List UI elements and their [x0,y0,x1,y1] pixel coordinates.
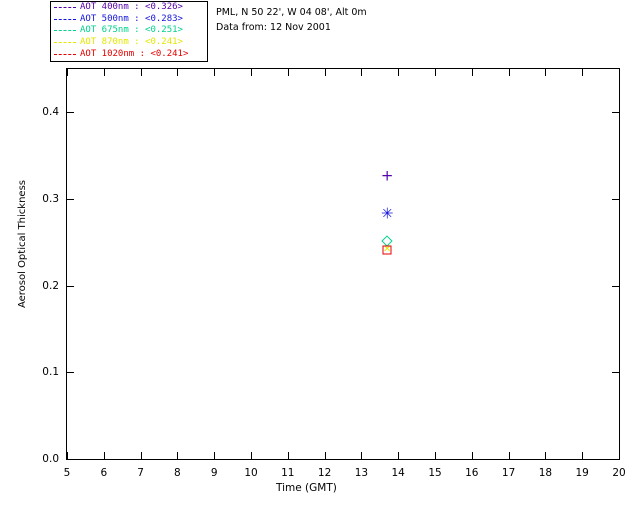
x-tick-mark-top [619,69,620,76]
y-tick-mark-right [612,372,619,374]
x-tick-label: 12 [317,467,332,479]
y-tick-mark-right [612,285,619,287]
y-tick-mark-right [612,112,619,114]
x-tick-label: 9 [210,467,218,479]
x-tick-mark [545,452,547,459]
y-tick-mark [67,285,74,287]
y-tick-label: 0.2 [42,279,59,292]
header-annotation: PML, N 50 22', W 04 08', Alt 0m Data fro… [216,5,367,35]
x-tick-label: 8 [174,467,181,479]
legend-item-500nm: AOT 500nm : <0.283> [51,14,207,26]
x-tick-mark [508,452,510,459]
y-tick-mark [67,459,74,460]
legend-line-swatch-1020nm [54,53,76,55]
x-tick-mark-top [251,69,252,76]
x-tick-mark [471,452,473,459]
x-tick-mark [177,452,179,459]
x-tick-mark-top [361,69,363,76]
x-tick-label: 17 [501,467,516,479]
x-tick-label: 11 [281,467,295,479]
legend-label-1020nm: AOT 1020nm : <0.241> [80,48,189,59]
legend-line-swatch-675nm [54,30,76,32]
x-tick-label: 5 [63,467,71,479]
x-tick-mark [140,452,142,459]
legend-item-675nm: AOT 675nm : <0.251> [51,25,207,37]
legend-line-swatch-400nm [54,7,76,9]
x-tick-label: 13 [354,467,369,479]
y-tick-mark-right [612,459,619,460]
legend-line-swatch-500nm [54,18,76,20]
x-tick-mark-top [214,69,216,76]
x-tick-mark [398,452,400,459]
x-tick-label: 14 [391,467,405,479]
y-tick-label: 0.3 [42,193,59,205]
legend-item-870nm: AOT 870nm : <0.241> [51,37,207,49]
x-tick-label: 16 [465,467,479,479]
x-tick-label: 7 [137,467,144,479]
x-tick-label: 20 [612,467,626,479]
legend-label-400nm: AOT 400nm : <0.326> [80,2,183,13]
x-tick-mark [435,452,436,459]
x-tick-label: 6 [100,467,108,479]
legend-box: AOT 400nm : <0.326> AOT 500nm : <0.283> … [50,1,208,62]
y-tick-mark-right [612,199,619,200]
y-tick-mark [67,199,74,200]
data-point-aot-400nm: + [380,166,394,185]
x-tick-mark-top [324,69,326,76]
x-tick-mark [214,452,216,459]
x-tick-mark [619,452,620,459]
x-tick-label: 15 [428,467,442,479]
x-tick-mark [287,452,289,459]
x-tick-mark-top [582,69,584,76]
y-tick-label: 0.0 [42,453,59,465]
legend-line-swatch-870nm [54,42,76,44]
data-point-aot-500nm: ✳ [380,204,394,223]
x-tick-mark-top [177,69,179,76]
x-tick-mark-top [103,69,105,76]
legend-label-870nm: AOT 870nm : <0.241> [80,37,183,48]
x-tick-label: 18 [538,467,553,479]
x-tick-mark-top [471,69,473,76]
x-tick-mark-top [508,69,510,76]
x-tick-label: 10 [244,467,258,479]
data-date-line: Data from: 12 Nov 2001 [216,22,331,33]
legend-item-400nm: AOT 400nm : <0.326> [51,2,207,14]
legend-label-675nm: AOT 675nm : <0.251> [80,25,183,36]
x-tick-mark-top [545,69,547,76]
x-tick-mark [324,452,326,459]
x-tick-mark [103,452,105,459]
y-tick-mark [67,112,74,114]
x-tick-mark [361,452,363,459]
site-location-line: PML, N 50 22', W 04 08', Alt 0m [216,7,367,18]
x-tick-mark-top [67,69,68,76]
x-tick-mark [251,452,252,459]
x-tick-mark-top [140,69,142,76]
x-tick-mark-top [287,69,289,76]
y-tick-label: 0.4 [42,106,59,119]
y-axis-title: Aerosol Optical Thickness [17,180,28,309]
x-tick-mark [582,452,584,459]
legend-item-1020nm: AOT 1020nm : <0.241> [51,48,207,60]
x-axis-title: Time (GMT) [276,482,337,494]
x-tick-mark-top [398,69,400,76]
x-tick-label: 19 [575,467,589,479]
x-tick-mark-top [435,69,436,76]
data-point-aot-870nm: ✕ [382,244,392,256]
y-tick-mark [67,372,74,374]
legend-label-500nm: AOT 500nm : <0.283> [80,13,183,24]
y-tick-label: 0.1 [42,366,59,379]
x-tick-mark [67,452,68,459]
data-point-aot-1020nm [382,245,392,255]
plot-area: 5 6 7 8 9 10 11 12 13 14 15 16 17 18 19 20 0.0 0.1 0.2 0.3… [42,68,626,479]
